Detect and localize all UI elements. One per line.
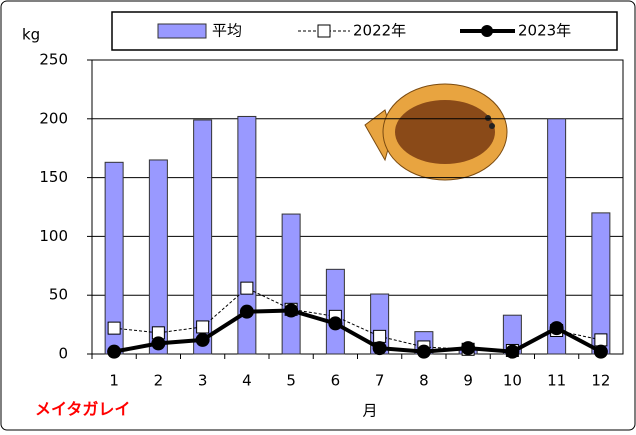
x-tick-label: 3 [198, 372, 208, 390]
species-label: メイタガレイ [35, 400, 130, 419]
marker [593, 344, 608, 359]
y-tick-label: 150 [39, 168, 68, 186]
bar [193, 119, 213, 355]
bar [281, 213, 301, 355]
marker [461, 341, 476, 356]
x-tick-label: 1 [109, 372, 119, 390]
legend-label: 2023年 [518, 22, 571, 40]
legend-marker [317, 24, 331, 38]
x-tick-label: 8 [419, 372, 429, 390]
x-tick-label: 5 [286, 372, 296, 390]
x-tick-label: 2 [154, 372, 164, 390]
marker [328, 316, 343, 331]
x-tick-label: 9 [463, 372, 473, 390]
marker [594, 333, 608, 347]
legend-marker [481, 25, 493, 37]
x-tick-label: 10 [503, 372, 522, 390]
marker [505, 344, 520, 359]
marker [107, 321, 121, 335]
y-axis-label: kg [22, 26, 40, 44]
x-tick-label: 4 [242, 372, 252, 390]
y-tick-label: 100 [39, 227, 68, 245]
bar [591, 212, 611, 355]
marker [240, 281, 254, 295]
line [113, 308, 602, 354]
marker [549, 321, 564, 336]
marker [151, 336, 166, 351]
x-tick-label: 12 [591, 372, 610, 390]
legend-swatch [157, 23, 207, 39]
x-tick-label: 6 [331, 372, 341, 390]
x-axis-label: 月 [362, 402, 377, 420]
legend-label: 2022年 [353, 22, 406, 40]
x-tick-label: 11 [547, 372, 566, 390]
marker [239, 304, 254, 319]
marker [373, 329, 387, 343]
bar [547, 118, 567, 355]
y-tick-label: 0 [58, 345, 68, 363]
legend-label: 平均 [212, 22, 242, 40]
marker [195, 332, 210, 347]
y-tick-label: 50 [49, 286, 68, 304]
marker [107, 344, 122, 359]
marker [416, 344, 431, 359]
y-tick-label: 200 [39, 109, 68, 127]
marker [196, 320, 210, 334]
fish-illustration [364, 83, 508, 181]
bar [148, 159, 168, 355]
x-tick-label: 7 [375, 372, 385, 390]
marker [284, 303, 299, 318]
marker [372, 341, 387, 356]
y-tick-label: 250 [39, 51, 68, 69]
